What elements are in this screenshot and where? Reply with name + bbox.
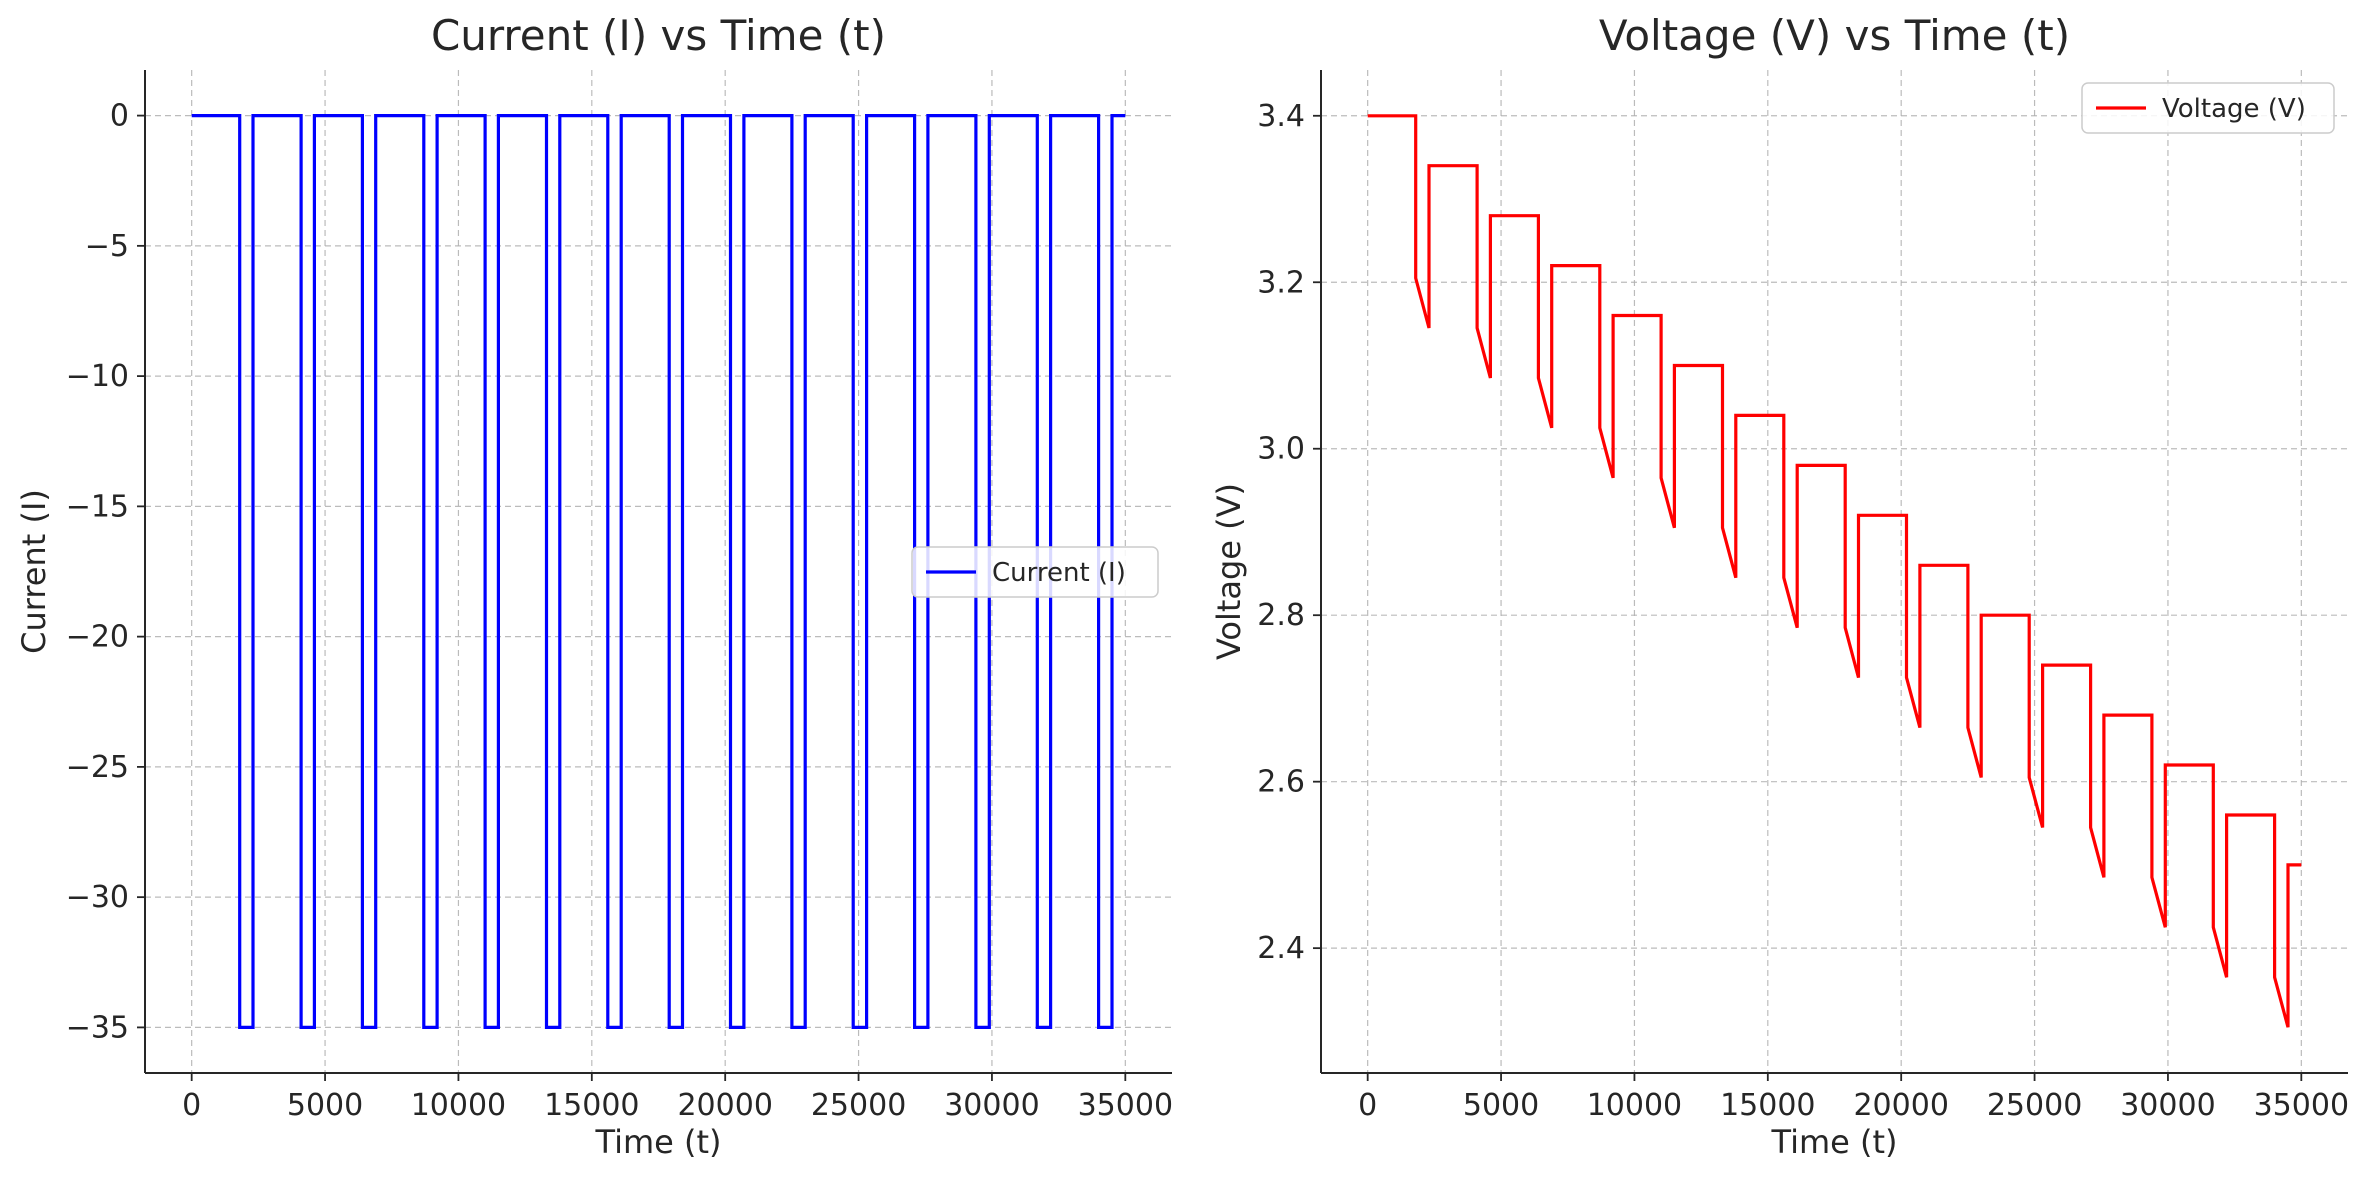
current-chart: 0 5000 10000 15000 20000 25000 30000 35000 0 −5 −1… — [15, 11, 1173, 1161]
x-tick-label-6: 30000 — [2120, 1088, 2215, 1123]
y-axis-label: Voltage (V) — [1210, 483, 1248, 660]
x-axis-label: Time (t) — [1771, 1123, 1898, 1161]
legend-box — [911, 546, 1159, 598]
y-tick-label-3: 3.0 — [1257, 432, 1305, 467]
x-tick-label-0: 0 — [182, 1088, 201, 1123]
x-tick-label-7: 35000 — [1078, 1088, 1173, 1123]
y-tick-label-1: −5 — [85, 229, 129, 264]
y-tick-label-0: 2.4 — [1257, 931, 1305, 966]
x-tick-label-3: 15000 — [544, 1088, 639, 1123]
series-line-0 — [191, 113, 1126, 1030]
y-tick-label-2: 2.8 — [1257, 598, 1305, 633]
voltage-chart: 0 5000 10000 15000 20000 25000 30000 35000 2.4 2.… — [1210, 11, 2349, 1161]
x-tick-label-2: 10000 — [1587, 1088, 1682, 1123]
y-axis-label: Current (I) — [15, 489, 53, 654]
y-tick-label-6: −30 — [66, 880, 129, 915]
x-tick-label-1: 5000 — [287, 1088, 363, 1123]
legend-label-0: Current (I) — [992, 558, 1126, 588]
x-tick-label-4: 20000 — [677, 1088, 772, 1123]
y-tick-label-4: 3.2 — [1257, 265, 1305, 300]
y-tick-label-2: −10 — [66, 359, 129, 394]
x-tick-label-2: 10000 — [411, 1088, 506, 1123]
x-tick-label-7: 35000 — [2254, 1088, 2349, 1123]
x-tick-label-1: 5000 — [1463, 1088, 1539, 1123]
series-line-0 — [1367, 114, 2302, 1028]
x-tick-label-3: 15000 — [1720, 1088, 1815, 1123]
x-tick-label-5: 25000 — [1987, 1088, 2082, 1123]
y-tick-label-0: 0 — [110, 99, 129, 134]
y-tick-label-1: 2.6 — [1257, 765, 1305, 800]
y-tick-label-3: −15 — [66, 489, 129, 524]
y-tick-label-5: 3.4 — [1257, 99, 1305, 134]
chart-title: Current (I) vs Time (t) — [431, 11, 886, 60]
x-tick-label-0: 0 — [1358, 1088, 1377, 1123]
x-tick-label-5: 25000 — [811, 1088, 906, 1123]
legend-label-0: Voltage (V) — [2162, 94, 2306, 124]
legend-box — [2081, 82, 2335, 134]
x-tick-label-6: 30000 — [944, 1088, 1039, 1123]
y-tick-label-5: −25 — [66, 750, 129, 785]
chart-title: Voltage (V) vs Time (t) — [1599, 11, 2070, 60]
y-tick-label-4: −20 — [66, 620, 129, 655]
legend: Current (I) — [911, 546, 1159, 598]
y-tick-label-7: −35 — [66, 1010, 129, 1045]
x-tick-label-4: 20000 — [1853, 1088, 1948, 1123]
legend: Voltage (V) — [2081, 82, 2335, 134]
x-axis-label: Time (t) — [595, 1123, 722, 1161]
